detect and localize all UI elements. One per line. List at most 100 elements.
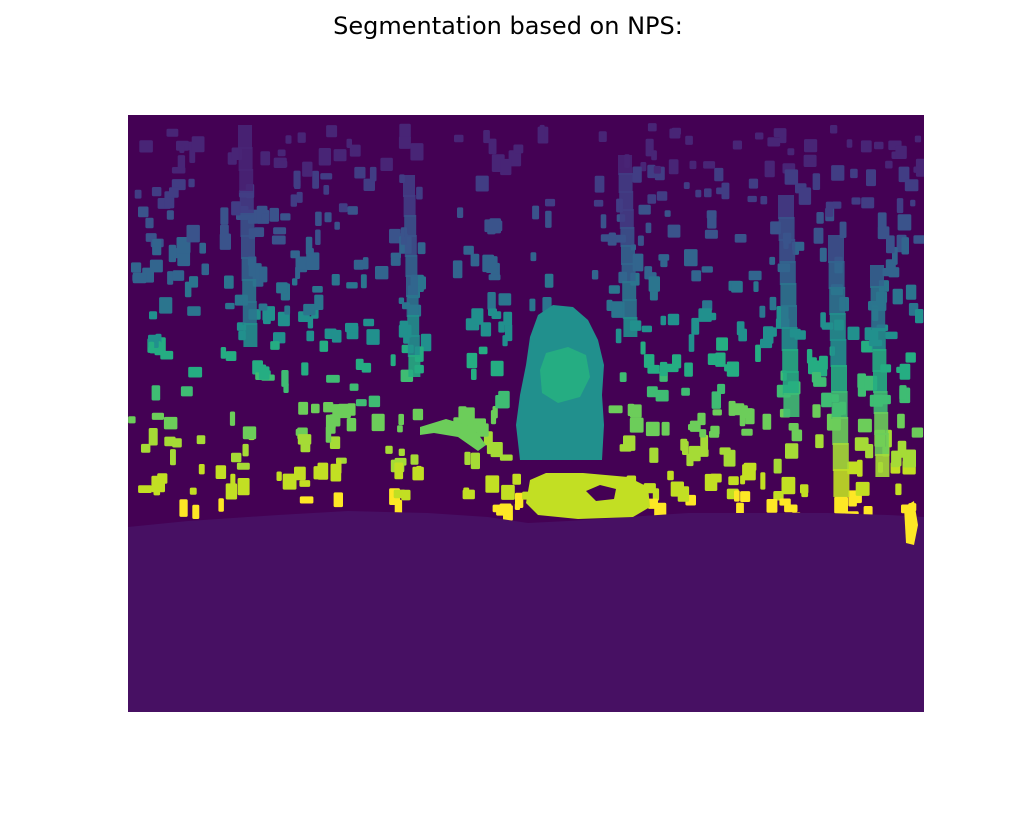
segment-blob	[478, 346, 488, 355]
segment-blob	[131, 262, 142, 273]
segment-blob	[911, 427, 924, 438]
segment-blob	[398, 448, 405, 456]
segment-blob	[276, 471, 282, 481]
segment-streak	[622, 281, 637, 301]
segment-blob	[640, 341, 646, 355]
segment-blob	[486, 443, 495, 455]
segment-blob	[721, 182, 730, 200]
segment-streak	[619, 191, 634, 211]
segment-blob	[897, 413, 905, 429]
segment-streak	[828, 261, 845, 289]
segment-blob	[860, 140, 872, 153]
segment-blob	[390, 257, 401, 266]
segment-blob	[839, 221, 847, 238]
segment-blob	[293, 170, 301, 188]
segment-blob	[669, 128, 681, 139]
segment-blob	[231, 201, 241, 216]
segment-blob	[152, 239, 162, 256]
segment-blob	[303, 303, 316, 316]
segment-blob	[452, 260, 463, 279]
segment-blob	[398, 297, 405, 304]
segment-streak	[406, 295, 419, 317]
segment-blob	[259, 266, 268, 283]
segment-blob	[297, 132, 306, 143]
segment-streak	[238, 125, 252, 149]
segment-blob	[830, 125, 838, 134]
segment-blob	[277, 311, 290, 327]
segment-blob	[874, 141, 884, 150]
segment-streak	[871, 328, 886, 351]
segment-blob	[608, 232, 616, 239]
segment-blob	[336, 459, 342, 474]
segment-blob	[298, 401, 309, 415]
segment-blob	[897, 440, 907, 458]
segment-blob	[739, 411, 746, 427]
segment-blob	[220, 207, 229, 225]
segment-blob	[187, 306, 201, 316]
segment-blob	[139, 140, 153, 153]
segment-blob	[487, 292, 496, 310]
segment-blob	[369, 166, 377, 182]
segment-streak	[779, 239, 796, 263]
segment-blob	[470, 253, 480, 267]
segment-blob	[529, 298, 536, 312]
segment-blob	[512, 473, 521, 485]
segment-blob	[711, 391, 721, 409]
segment-blob	[895, 483, 902, 496]
segmentation-objects	[420, 305, 918, 545]
segment-blob	[319, 340, 329, 352]
segment-blob	[347, 206, 358, 215]
segment-blob	[755, 344, 761, 362]
segment-blob	[345, 322, 359, 333]
segment-blob	[915, 158, 924, 177]
segment-blob	[712, 409, 722, 416]
segment-streak	[780, 283, 797, 307]
segment-blob	[333, 149, 347, 162]
segment-blob	[702, 300, 713, 311]
segment-blob	[638, 204, 651, 215]
segment-blob	[399, 320, 408, 335]
edge-segment	[904, 501, 918, 545]
segment-blob	[260, 151, 271, 166]
segment-blob	[488, 274, 501, 281]
segment-blob	[498, 321, 505, 333]
segment-blob	[231, 452, 242, 463]
segment-blob	[647, 194, 657, 204]
segment-blob	[630, 404, 642, 418]
segment-blob	[176, 140, 189, 151]
segment-blob	[608, 405, 623, 414]
segment-blob	[514, 503, 521, 510]
segment-blob	[485, 475, 500, 493]
segment-blob	[785, 443, 799, 459]
segment-blob	[486, 256, 498, 273]
segment-blob	[457, 207, 464, 218]
segment-blob	[145, 217, 154, 229]
segment-blob	[277, 149, 286, 157]
segment-blob	[168, 244, 177, 263]
segment-streak	[831, 391, 848, 419]
segment-blob	[355, 399, 367, 407]
segment-streak	[407, 315, 420, 337]
segment-blob	[791, 429, 803, 442]
segment-blob	[360, 274, 367, 289]
segment-blob	[760, 472, 766, 490]
segment-blob	[904, 179, 919, 192]
segment-blob	[886, 235, 895, 254]
segment-blob	[410, 454, 419, 465]
segment-blob	[691, 317, 700, 335]
segment-blob	[850, 168, 858, 179]
segment-blob	[346, 418, 357, 432]
segment-blob	[632, 166, 642, 183]
segment-blob	[593, 199, 604, 207]
segment-blob	[489, 218, 501, 234]
segment-blob	[480, 322, 492, 337]
segment-blob	[680, 438, 688, 451]
segment-blob	[888, 267, 900, 278]
segment-blob	[201, 263, 209, 276]
segment-blob	[500, 158, 512, 176]
segment-blob	[454, 134, 464, 143]
segment-blob	[312, 170, 319, 189]
segment-blob	[397, 425, 403, 433]
segment-streak	[832, 417, 849, 445]
segment-blob	[685, 135, 693, 145]
